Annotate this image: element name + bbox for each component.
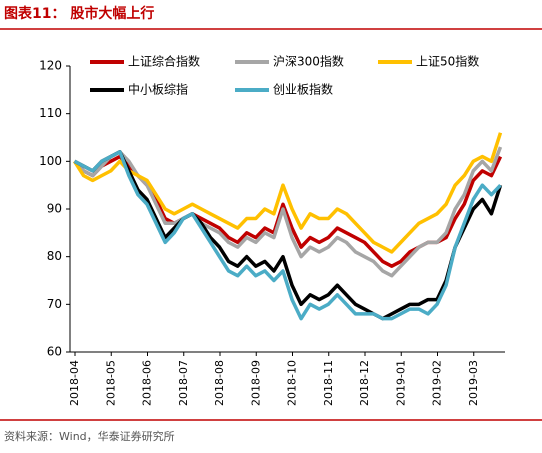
legend-label: 创业板指数: [273, 82, 333, 97]
legend-label: 沪深300指数: [273, 54, 344, 69]
series-line: [73, 146, 503, 278]
chart-title: 图表11： 股市大幅上行: [4, 5, 154, 22]
y-tick-label: 100: [39, 154, 62, 168]
series-line: [73, 132, 503, 254]
y-tick-label: 80: [47, 249, 62, 263]
x-tick-label: 2018-11: [322, 360, 335, 406]
series-line: [73, 154, 503, 268]
x-tick-label: 2018-09: [249, 360, 262, 406]
x-tick-label: 2018-08: [213, 360, 226, 406]
y-tick-label: 120: [39, 59, 62, 73]
x-tick-label: 2018-12: [358, 360, 371, 406]
x-tick-label: 2019-02: [431, 360, 444, 406]
y-tick-label: 90: [47, 202, 62, 216]
legend-label: 中小板综指: [128, 82, 188, 97]
y-tick-label: 60: [47, 345, 62, 359]
series-line: [73, 150, 502, 321]
x-tick-label: 2019-03: [467, 360, 480, 406]
x-tick-label: 2018-06: [141, 360, 154, 406]
y-tick-label: 110: [39, 106, 62, 120]
x-tick-label: 2019-01: [394, 360, 407, 406]
x-tick-label: 2018-07: [177, 360, 190, 406]
series-line: [73, 150, 503, 321]
x-tick-label: 2018-04: [68, 360, 81, 406]
x-tick-label: 2018-10: [286, 360, 299, 406]
y-tick-label: 70: [47, 297, 62, 311]
x-tick-label: 2018-05: [104, 360, 117, 406]
legend-label: 上证50指数: [416, 54, 479, 69]
source: 资料来源：Wind，华泰证券研究所: [4, 429, 175, 443]
legend-label: 上证综合指数: [128, 54, 200, 69]
